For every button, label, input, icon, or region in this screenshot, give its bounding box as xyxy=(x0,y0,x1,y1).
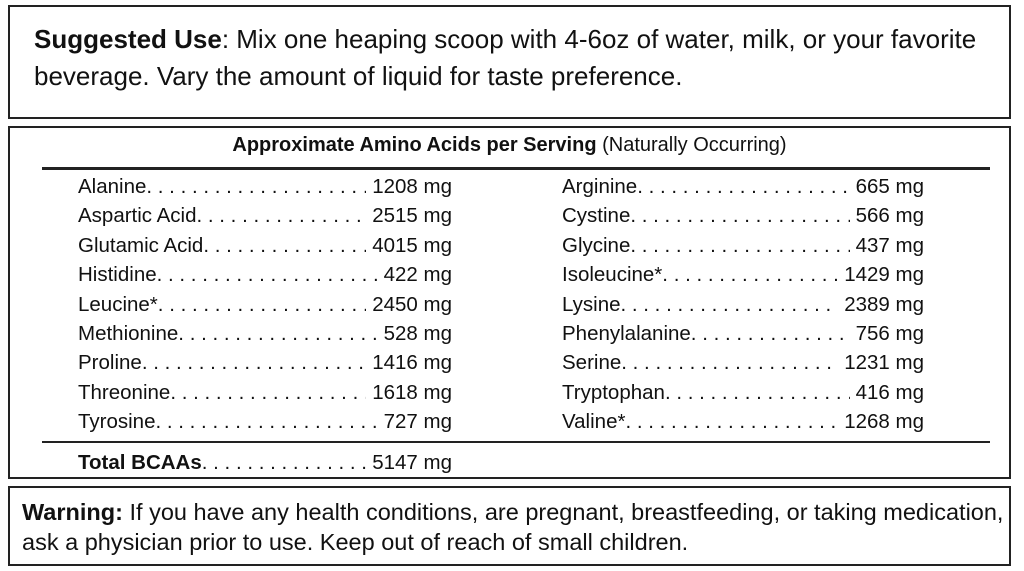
amino-value: 566 mg xyxy=(855,204,924,228)
amino-value: 437 mg xyxy=(855,233,924,257)
table-title: Approximate Amino Acids per Serving (Nat… xyxy=(10,134,1009,157)
amino-name: Proline xyxy=(78,351,142,375)
dot-leader xyxy=(621,292,839,318)
amino-row: Tryptophan 416 mg xyxy=(562,380,924,406)
amino-name: Alanine xyxy=(78,175,147,198)
amino-row: Lysine 2389 mg xyxy=(562,292,924,318)
total-value: 5147 mg xyxy=(372,451,452,474)
dot-leader xyxy=(178,321,377,347)
amino-acids-table: Approximate Amino Acids per Serving (Nat… xyxy=(8,126,1011,479)
warning-label: Warning: xyxy=(22,499,123,525)
warning-box: Warning: If you have any health conditio… xyxy=(8,486,1011,566)
table-subtitle: (Naturally Occurring) xyxy=(602,134,787,156)
dot-leader xyxy=(142,350,366,376)
amino-row: Aspartic Acid 2515 mg xyxy=(78,203,452,229)
amino-name: Cystine xyxy=(562,204,631,228)
amino-name: Phenylalanine xyxy=(562,322,691,345)
amino-row: Methionine 528 mg xyxy=(78,321,452,347)
amino-value: 665 mg xyxy=(855,175,924,198)
total-divider xyxy=(42,441,990,443)
amino-value: 1429 mg xyxy=(844,263,924,287)
dot-leader xyxy=(146,174,366,200)
amino-value: 4015 mg xyxy=(372,233,452,257)
dot-leader xyxy=(630,203,849,229)
dot-leader xyxy=(637,174,849,200)
dot-leader xyxy=(625,409,838,435)
amino-name: Leucine* xyxy=(78,292,158,316)
dot-leader xyxy=(203,233,366,259)
amino-name: Tyrosine xyxy=(78,410,156,434)
amino-name: Glycine xyxy=(562,233,631,257)
dot-leader xyxy=(662,262,838,288)
amino-row: Arginine 665 mg xyxy=(562,174,924,200)
amino-name: Threonine xyxy=(78,380,171,404)
suggested-use-box: Suggested Use: Mix one heaping scoop wit… xyxy=(8,5,1011,119)
amino-value: 756 mg xyxy=(855,322,924,345)
amino-name: Histidine xyxy=(78,263,157,287)
amino-row: Alanine 1208 mg xyxy=(78,174,452,200)
amino-value: 1416 mg xyxy=(372,351,452,375)
amino-row: Histidine 422 mg xyxy=(78,262,452,288)
amino-value: 1231 mg xyxy=(844,351,924,375)
amino-value: 416 mg xyxy=(855,380,924,404)
amino-row: Leucine* 2450 mg xyxy=(78,292,452,318)
total-bcaas-row: Total BCAAs 5147 mg xyxy=(78,450,452,476)
amino-row: Serine 1231 mg xyxy=(562,350,924,376)
amino-row: Isoleucine* 1429 mg xyxy=(562,262,924,288)
amino-name: Isoleucine* xyxy=(562,263,663,287)
dot-leader xyxy=(621,350,838,376)
amino-value: 2515 mg xyxy=(372,204,452,228)
amino-row: Valine* 1268 mg xyxy=(562,409,924,435)
amino-name: Aspartic Acid xyxy=(78,204,197,228)
amino-value: 1618 mg xyxy=(372,380,452,404)
amino-row: Cystine 566 mg xyxy=(562,203,924,229)
amino-name: Serine xyxy=(562,351,622,375)
amino-value: 1268 mg xyxy=(844,410,924,434)
suggested-use-text: : Mix one heaping scoop with 4-6oz of wa… xyxy=(34,24,977,91)
amino-name: Tryptophan xyxy=(562,380,665,404)
dot-leader xyxy=(158,292,366,318)
amino-name: Arginine xyxy=(562,175,638,198)
total-name: Total BCAAs xyxy=(78,451,202,474)
dot-leader xyxy=(665,380,850,406)
dot-leader xyxy=(197,203,367,229)
amino-row: Glutamic Acid 4015 mg xyxy=(78,233,452,259)
amino-row: Threonine 1618 mg xyxy=(78,380,452,406)
dot-leader xyxy=(630,233,849,259)
dot-leader xyxy=(155,409,377,435)
table-title-bold: Approximate Amino Acids per Serving xyxy=(232,134,597,156)
amino-value: 422 mg xyxy=(383,263,452,287)
dot-leader xyxy=(157,262,378,288)
amino-name: Methionine xyxy=(78,322,179,345)
amino-row: Glycine 437 mg xyxy=(562,233,924,259)
amino-value: 2389 mg xyxy=(844,292,924,316)
amino-value: 727 mg xyxy=(383,410,452,434)
amino-row: Proline 1416 mg xyxy=(78,350,452,376)
amino-value: 528 mg xyxy=(383,322,452,345)
amino-name: Glutamic Acid xyxy=(78,233,204,257)
amino-value: 1208 mg xyxy=(372,175,452,198)
suggested-use-label: Suggested Use xyxy=(34,24,222,54)
amino-row: Phenylalanine 756 mg xyxy=(562,321,924,347)
dot-leader xyxy=(691,321,850,347)
amino-row: Tyrosine 727 mg xyxy=(78,409,452,435)
amino-value: 2450 mg xyxy=(372,292,452,316)
warning-text: If you have any health conditions, are p… xyxy=(22,499,1004,555)
header-divider xyxy=(42,167,990,170)
amino-name: Valine* xyxy=(562,410,626,434)
dot-leader xyxy=(170,380,366,406)
amino-name: Lysine xyxy=(562,292,621,316)
dot-leader xyxy=(202,450,366,476)
